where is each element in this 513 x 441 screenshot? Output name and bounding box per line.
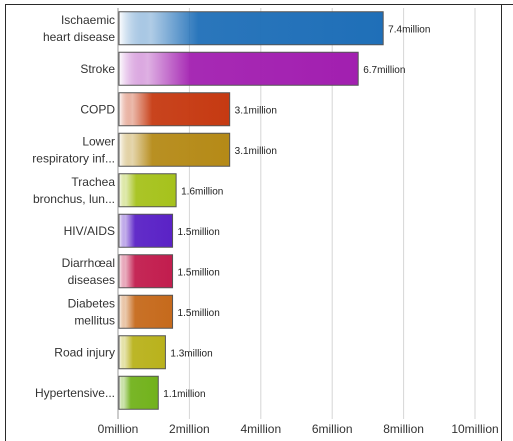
category-label: Hypertensive... (35, 386, 115, 400)
bar[interactable] (118, 335, 166, 370)
category-label: Stroke (80, 62, 115, 76)
category-label: Lower respiratory inf... (32, 134, 115, 165)
bar[interactable] (118, 213, 174, 248)
bar[interactable] (118, 254, 174, 289)
value-label: 1.5million (178, 267, 220, 278)
x-tick-label: 2million (169, 422, 210, 436)
value-label: 1.1million (163, 389, 205, 400)
value-label: 1.5million (178, 308, 220, 319)
bar[interactable] (118, 92, 231, 127)
bar[interactable] (118, 132, 231, 167)
bar[interactable] (118, 51, 359, 86)
category-label: Diabetes mellitus (68, 296, 115, 327)
value-label: 1.6million (181, 186, 223, 197)
value-label: 3.1million (235, 146, 277, 157)
category-label: HIV/AIDS (64, 224, 115, 238)
category-label: Diarrhœal diseases (62, 256, 115, 287)
category-labels: Ischaemic heart disease Stroke COPD Lower res… (32, 13, 115, 400)
category-label: Trachea bronchus, lun... (33, 175, 115, 206)
bar[interactable] (118, 173, 177, 208)
value-label: 3.1million (235, 105, 277, 116)
value-labels: 7.4million 6.7million 3.1million 3.1million… (163, 24, 430, 400)
x-tick-label: 8million (383, 422, 424, 436)
bar[interactable] (118, 11, 384, 46)
x-tick-label: 10million (451, 422, 498, 436)
value-label: 1.3million (170, 348, 212, 359)
category-label: COPD (80, 102, 115, 116)
x-tick-label: 4million (240, 422, 281, 436)
value-label: 6.7million (363, 65, 405, 76)
frame-border-right (501, 4, 502, 441)
x-axis-ticks: 0million 2million 4million 6million 8million… (98, 422, 499, 436)
x-tick-label: 0million (98, 422, 139, 436)
category-label: Road injury (54, 345, 115, 359)
value-label: 7.4million (388, 24, 430, 35)
category-label: Ischaemic heart disease (43, 13, 115, 44)
frame-border-left (5, 4, 6, 441)
bar[interactable] (118, 294, 174, 329)
value-label: 1.5million (178, 227, 220, 238)
frame-border-top (5, 4, 513, 5)
bars (118, 11, 384, 410)
x-tick-label: 6million (312, 422, 353, 436)
bar[interactable] (118, 375, 159, 410)
